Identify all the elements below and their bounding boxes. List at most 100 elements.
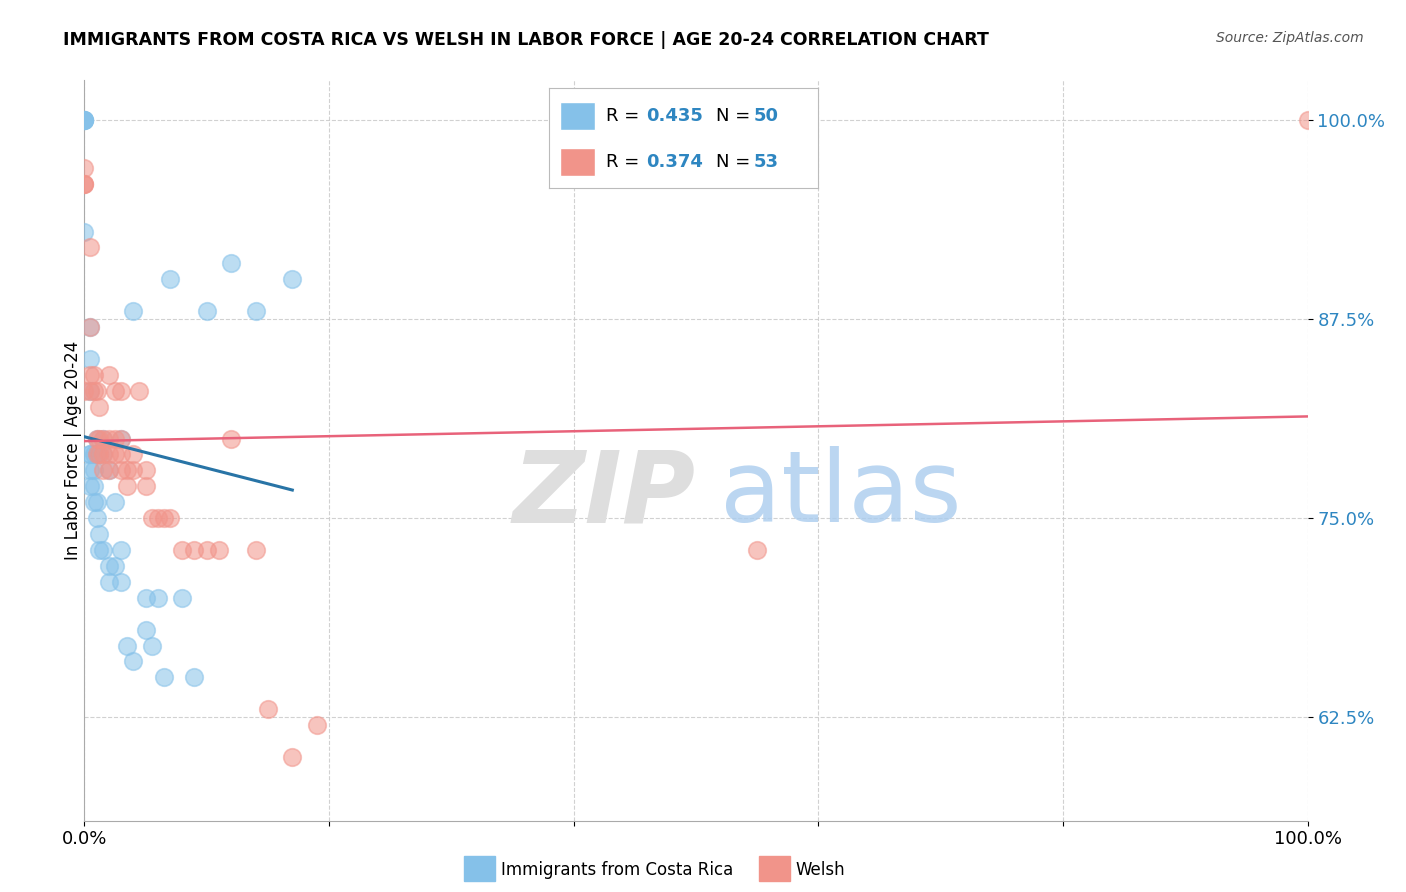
Point bbox=[257, 702, 280, 716]
Point bbox=[110, 432, 132, 446]
Point bbox=[83, 384, 105, 398]
Text: Welsh: Welsh bbox=[796, 861, 845, 879]
Point bbox=[91, 463, 114, 477]
Point bbox=[146, 591, 169, 605]
Point bbox=[153, 511, 176, 525]
Point bbox=[115, 639, 138, 653]
Point bbox=[91, 543, 114, 558]
Point bbox=[91, 432, 114, 446]
Point bbox=[135, 591, 157, 605]
Point bbox=[104, 558, 127, 573]
Y-axis label: In Labor Force | Age 20-24: In Labor Force | Age 20-24 bbox=[65, 341, 82, 560]
Point bbox=[87, 447, 110, 461]
Point bbox=[73, 113, 96, 128]
Point bbox=[281, 750, 304, 764]
Point bbox=[110, 463, 132, 477]
Point bbox=[73, 177, 96, 191]
Point bbox=[86, 447, 108, 461]
Point bbox=[146, 511, 169, 525]
Point bbox=[159, 511, 181, 525]
Point bbox=[135, 479, 157, 493]
Point bbox=[83, 447, 105, 461]
Point bbox=[110, 543, 132, 558]
Point bbox=[79, 240, 101, 254]
Point bbox=[97, 432, 120, 446]
Point bbox=[86, 384, 108, 398]
Point bbox=[135, 623, 157, 637]
Point bbox=[104, 384, 127, 398]
Point bbox=[195, 304, 218, 318]
Point bbox=[122, 655, 145, 669]
Point bbox=[281, 272, 304, 286]
Point bbox=[79, 320, 101, 334]
Point bbox=[159, 272, 181, 286]
Point bbox=[110, 384, 132, 398]
Point bbox=[104, 447, 127, 461]
Point bbox=[245, 543, 267, 558]
Point bbox=[128, 384, 150, 398]
Point bbox=[219, 256, 242, 270]
Point bbox=[97, 574, 120, 589]
Point bbox=[122, 304, 145, 318]
Point bbox=[97, 463, 120, 477]
Point bbox=[183, 543, 205, 558]
Point bbox=[97, 447, 120, 461]
Point bbox=[97, 368, 120, 382]
Point bbox=[115, 463, 138, 477]
Point bbox=[219, 432, 242, 446]
Text: Immigrants from Costa Rica: Immigrants from Costa Rica bbox=[501, 861, 733, 879]
Point bbox=[73, 384, 96, 398]
Point bbox=[97, 558, 120, 573]
Point bbox=[110, 447, 132, 461]
Point bbox=[86, 432, 108, 446]
Point bbox=[141, 511, 163, 525]
Point bbox=[245, 304, 267, 318]
Point bbox=[91, 432, 114, 446]
Point bbox=[73, 113, 96, 128]
Point bbox=[79, 479, 101, 493]
Point bbox=[83, 479, 105, 493]
Text: ZIP: ZIP bbox=[513, 446, 696, 543]
Point bbox=[135, 463, 157, 477]
Point bbox=[122, 463, 145, 477]
Point bbox=[73, 113, 96, 128]
Point bbox=[141, 639, 163, 653]
Point bbox=[73, 161, 96, 175]
Point bbox=[86, 511, 108, 525]
Point bbox=[110, 432, 132, 446]
Point bbox=[305, 718, 328, 732]
Point bbox=[87, 447, 110, 461]
Point bbox=[110, 574, 132, 589]
Point bbox=[79, 351, 101, 366]
Point bbox=[87, 400, 110, 414]
Point bbox=[73, 177, 96, 191]
Point bbox=[79, 368, 101, 382]
Point bbox=[73, 113, 96, 128]
Text: IMMIGRANTS FROM COSTA RICA VS WELSH IN LABOR FORCE | AGE 20-24 CORRELATION CHART: IMMIGRANTS FROM COSTA RICA VS WELSH IN L… bbox=[63, 31, 990, 49]
Text: Source: ZipAtlas.com: Source: ZipAtlas.com bbox=[1216, 31, 1364, 45]
Point bbox=[183, 670, 205, 684]
Point bbox=[79, 463, 101, 477]
Point bbox=[87, 527, 110, 541]
Point bbox=[172, 543, 194, 558]
Point bbox=[83, 368, 105, 382]
Point bbox=[122, 447, 145, 461]
Text: atlas: atlas bbox=[720, 446, 962, 543]
Point bbox=[73, 113, 96, 128]
Point bbox=[79, 320, 101, 334]
Point bbox=[73, 225, 96, 239]
Point bbox=[73, 177, 96, 191]
Point bbox=[87, 543, 110, 558]
Point bbox=[195, 543, 218, 558]
Point bbox=[153, 670, 176, 684]
Point bbox=[115, 479, 138, 493]
Point bbox=[747, 543, 769, 558]
Point bbox=[104, 432, 127, 446]
Point bbox=[91, 447, 114, 461]
Point bbox=[1296, 113, 1319, 128]
Point bbox=[79, 447, 101, 461]
Point bbox=[79, 384, 101, 398]
Point bbox=[83, 463, 105, 477]
Point bbox=[86, 447, 108, 461]
Point bbox=[87, 432, 110, 446]
